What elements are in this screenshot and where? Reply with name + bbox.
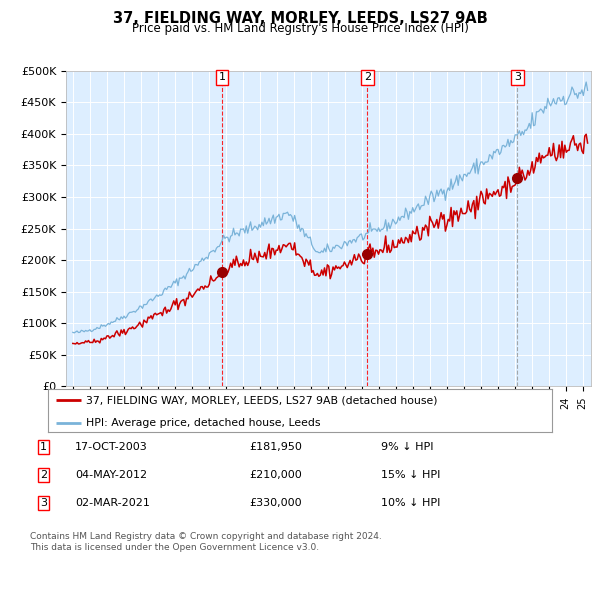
Text: 15% ↓ HPI: 15% ↓ HPI: [381, 470, 440, 480]
Text: 10% ↓ HPI: 10% ↓ HPI: [381, 499, 440, 508]
Text: 3: 3: [40, 499, 47, 508]
Text: Contains HM Land Registry data © Crown copyright and database right 2024.
This d: Contains HM Land Registry data © Crown c…: [30, 532, 382, 552]
Text: 04-MAY-2012: 04-MAY-2012: [75, 470, 147, 480]
Text: 17-OCT-2003: 17-OCT-2003: [75, 442, 148, 451]
Text: 37, FIELDING WAY, MORLEY, LEEDS, LS27 9AB: 37, FIELDING WAY, MORLEY, LEEDS, LS27 9A…: [113, 11, 487, 25]
Text: £181,950: £181,950: [249, 442, 302, 451]
Text: 1: 1: [40, 442, 47, 451]
Text: 2: 2: [40, 470, 47, 480]
Text: 37, FIELDING WAY, MORLEY, LEEDS, LS27 9AB (detached house): 37, FIELDING WAY, MORLEY, LEEDS, LS27 9A…: [86, 395, 437, 405]
Text: 1: 1: [218, 73, 226, 83]
Text: 2: 2: [364, 73, 371, 83]
Text: £210,000: £210,000: [249, 470, 302, 480]
Text: 3: 3: [514, 73, 521, 83]
Text: 9% ↓ HPI: 9% ↓ HPI: [381, 442, 433, 451]
Text: Price paid vs. HM Land Registry's House Price Index (HPI): Price paid vs. HM Land Registry's House …: [131, 22, 469, 35]
Text: £330,000: £330,000: [249, 499, 302, 508]
Text: HPI: Average price, detached house, Leeds: HPI: Average price, detached house, Leed…: [86, 418, 320, 428]
Text: 02-MAR-2021: 02-MAR-2021: [75, 499, 150, 508]
